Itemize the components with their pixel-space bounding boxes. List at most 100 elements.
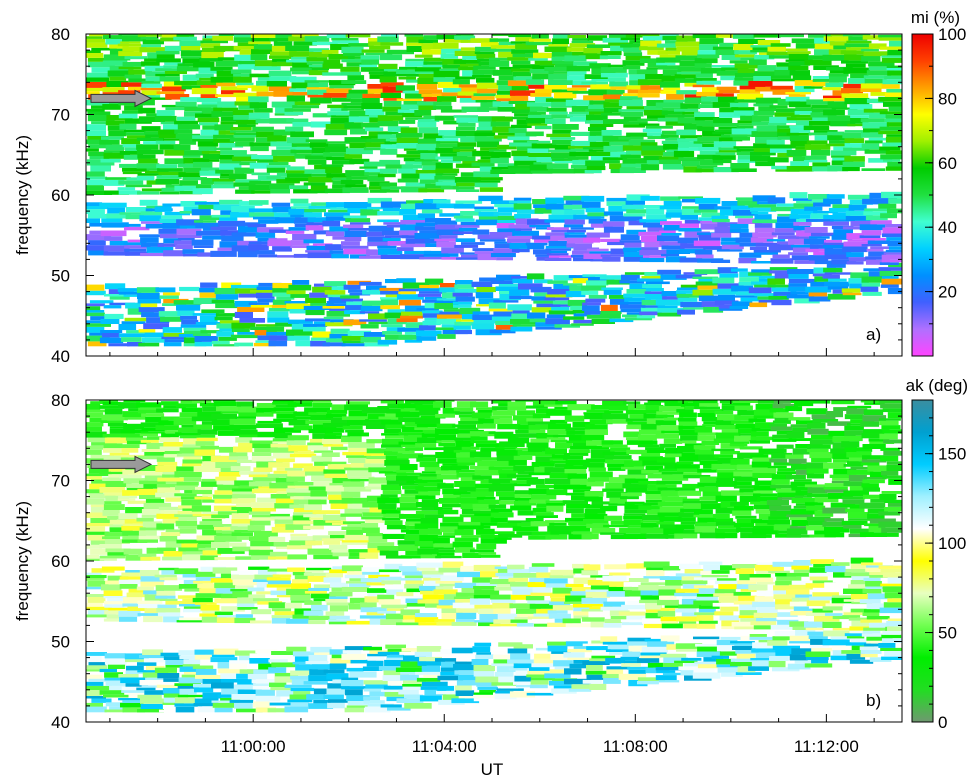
heatmap-cell <box>733 471 758 477</box>
heatmap-cell <box>721 620 740 627</box>
heatmap-cell <box>589 131 613 136</box>
heatmap-cell <box>684 219 702 224</box>
heatmap-cell <box>776 617 804 620</box>
heatmap-cell <box>796 200 819 204</box>
heatmap-cell <box>403 680 426 684</box>
heatmap-cell <box>328 494 353 500</box>
heatmap-cell <box>90 316 116 321</box>
heatmap-cell <box>274 676 294 683</box>
heatmap-cell <box>766 499 789 506</box>
heatmap-cell <box>454 321 477 326</box>
heatmap-cell <box>417 150 439 153</box>
heatmap-cell <box>788 61 811 66</box>
heatmap-cell <box>86 614 110 618</box>
heatmap-cell <box>461 106 490 112</box>
heatmap-cell <box>666 93 684 100</box>
heatmap-cell <box>191 239 214 246</box>
heatmap-cell <box>590 575 613 578</box>
heatmap-cell <box>253 669 279 674</box>
heatmap-cell <box>479 187 503 192</box>
heatmap-cell <box>478 608 496 614</box>
heatmap-cell <box>387 648 411 652</box>
heatmap-cell <box>471 96 495 100</box>
heatmap-cell <box>735 73 762 78</box>
heatmap-cell <box>808 34 832 38</box>
heatmap-cell <box>881 278 902 285</box>
heatmap-cell <box>234 617 256 624</box>
heatmap-cell <box>165 481 184 484</box>
heatmap-cell <box>248 184 276 191</box>
heatmap-cell <box>498 284 518 287</box>
heatmap-cell <box>380 494 398 498</box>
heatmap-cell <box>88 151 113 157</box>
heatmap-cell <box>330 658 353 664</box>
heatmap-cell <box>233 76 252 83</box>
heatmap-cell <box>627 421 655 425</box>
heatmap-cell <box>563 455 584 460</box>
heatmap-cell <box>730 268 748 272</box>
heatmap-cell <box>730 163 750 169</box>
heatmap-cell <box>455 619 475 622</box>
heatmap-cell <box>810 213 829 219</box>
heatmap-cell <box>248 474 273 478</box>
heatmap-cell <box>288 445 311 452</box>
heatmap-cell <box>252 443 278 449</box>
heatmap-cell <box>125 570 145 573</box>
heatmap-cell <box>250 326 276 330</box>
heatmap-cell <box>433 589 458 595</box>
heatmap-cell <box>773 585 793 591</box>
heatmap-cell <box>437 483 454 489</box>
heatmap-cell <box>809 400 831 404</box>
heatmap-cell <box>274 519 295 524</box>
heatmap-cell <box>293 508 322 513</box>
heatmap-cell <box>343 224 364 229</box>
heatmap-cell <box>238 406 262 413</box>
heatmap-cell <box>507 564 525 570</box>
heatmap-cell <box>322 72 349 76</box>
heatmap-cell <box>771 78 799 82</box>
heatmap-cell <box>586 523 610 528</box>
heatmap-cell <box>380 619 404 625</box>
heatmap-cell <box>828 207 855 213</box>
heatmap-cell <box>235 556 260 560</box>
heatmap-cell <box>623 293 647 298</box>
heatmap-cell <box>453 407 474 412</box>
heatmap-cell <box>158 171 186 176</box>
heatmap-cell <box>143 590 164 595</box>
heatmap-cell <box>220 86 248 91</box>
heatmap-cell <box>786 514 813 518</box>
heatmap-cell <box>422 313 448 318</box>
heatmap-cell <box>305 471 327 476</box>
heatmap-cell <box>680 508 703 513</box>
heatmap-cell <box>823 267 843 273</box>
heatmap-cell <box>218 472 241 477</box>
heatmap-cell <box>509 603 536 609</box>
heatmap-cell <box>102 104 121 110</box>
heatmap-cell <box>309 48 330 52</box>
heatmap-cell <box>602 641 630 645</box>
heatmap-cell <box>476 528 495 535</box>
heatmap-cell <box>117 288 137 292</box>
heatmap-cell <box>721 405 747 411</box>
heatmap-cell <box>756 582 779 585</box>
heatmap-cell <box>86 312 105 317</box>
heatmap-cell <box>398 335 422 340</box>
heatmap-cell <box>174 514 202 517</box>
heatmap-cell <box>860 118 885 123</box>
heatmap-cell <box>341 586 369 592</box>
heatmap-cell <box>495 690 514 694</box>
heatmap-cell <box>721 672 743 677</box>
heatmap-cell <box>249 657 270 664</box>
heatmap-cell <box>510 124 532 128</box>
heatmap-cell <box>435 414 455 418</box>
heatmap-cell <box>128 78 154 83</box>
heatmap-cell <box>273 129 296 136</box>
heatmap-cell <box>124 519 148 524</box>
heatmap-cell <box>402 90 430 94</box>
heatmap-cell <box>751 131 778 137</box>
heatmap-cell <box>458 227 478 232</box>
heatmap-cell <box>303 525 324 530</box>
heatmap-cell <box>534 292 560 297</box>
heatmap-cell <box>588 218 607 224</box>
heatmap-cell <box>145 499 165 503</box>
